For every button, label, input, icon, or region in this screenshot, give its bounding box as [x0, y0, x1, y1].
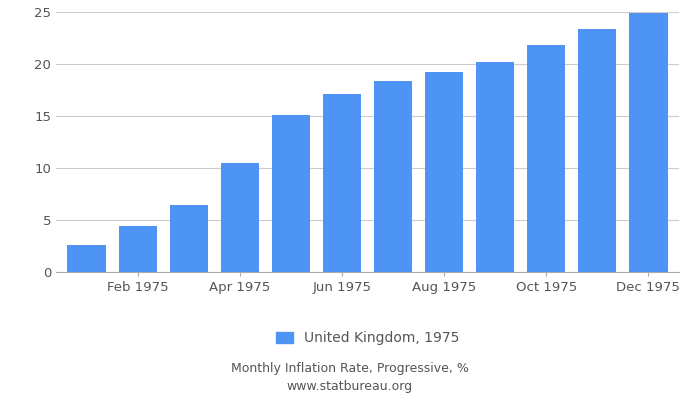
Bar [323, 94, 361, 272]
Bar [374, 81, 412, 272]
Text: www.statbureau.org: www.statbureau.org [287, 380, 413, 393]
Bar [67, 245, 106, 272]
Bar [527, 45, 566, 272]
Bar [169, 206, 208, 272]
Bar [118, 226, 157, 272]
Bar [476, 62, 514, 272]
Bar [578, 29, 617, 272]
Bar [272, 115, 310, 272]
Text: Monthly Inflation Rate, Progressive, %: Monthly Inflation Rate, Progressive, % [231, 362, 469, 375]
Bar [629, 13, 668, 272]
Legend: United Kingdom, 1975: United Kingdom, 1975 [270, 326, 465, 351]
Bar [425, 72, 463, 272]
Bar [220, 163, 259, 272]
